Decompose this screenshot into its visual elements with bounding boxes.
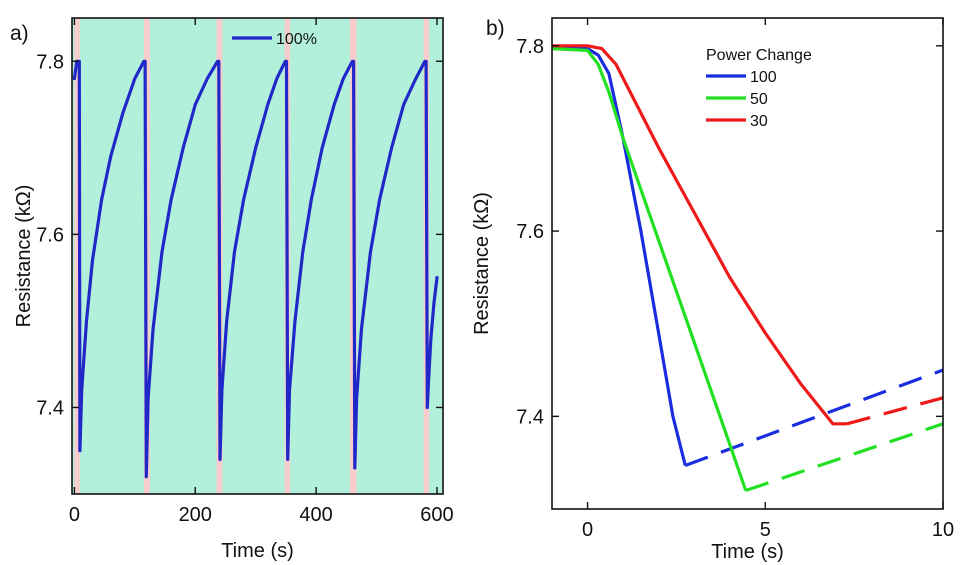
plot-frame [551,17,944,510]
legend-label: 30 [750,113,768,130]
x-tick-label: 200 [179,504,212,526]
legend-label: 50 [750,91,768,108]
y-tick-label: 7.8 [516,36,544,58]
x-axis-label: Time (s) [221,540,294,562]
legend-label: 100 [750,69,777,86]
y-axis-label: Resistance (kΩ) [471,192,493,335]
x-tick-label: 400 [299,504,332,526]
y-tick-label: 7.8 [36,51,64,73]
y-tick-label: 7.4 [516,406,544,428]
y-tick-label: 7.6 [516,221,544,243]
x-tick-label: 10 [932,519,954,541]
plot-background [72,18,443,494]
y-tick-label: 7.4 [36,397,64,419]
x-tick-label: 5 [760,519,771,541]
x-tick-label: 600 [420,504,453,526]
panel-label: a) [10,22,29,45]
y-axis-label: Resistance (kΩ) [13,185,35,328]
x-tick-label: 0 [582,519,593,541]
legend: Power Change 100 50 30 [706,47,812,130]
series-line-30 [552,44,847,426]
series-dashed-30 [846,396,943,426]
x-axis-label: Time (s) [711,541,784,563]
series-dashed-50 [745,422,943,493]
series-layer [552,44,943,493]
shaded-band [74,18,80,494]
chart-panel-2: 0 5 10 7.4 7.6 7.8 Time (s) Resistance (kΩ) b) Po… [471,17,954,563]
y-tick-label: 7.6 [36,224,64,246]
chart-panel-1: 0 200 400 600 7.4 7.6 7.8 Time (s) Resistance (k… [10,17,454,562]
series-layer [72,59,439,479]
plot-frame [71,17,444,495]
legend-title: Power Change [706,47,812,64]
legend: 100% [232,31,317,48]
series-line-100 [72,59,439,479]
x-tick-label: 0 [69,504,80,526]
series-dashed-100 [684,368,943,468]
legend-label: 100% [276,31,317,48]
series-line-50 [552,47,748,492]
panel-label: b) [486,17,505,40]
